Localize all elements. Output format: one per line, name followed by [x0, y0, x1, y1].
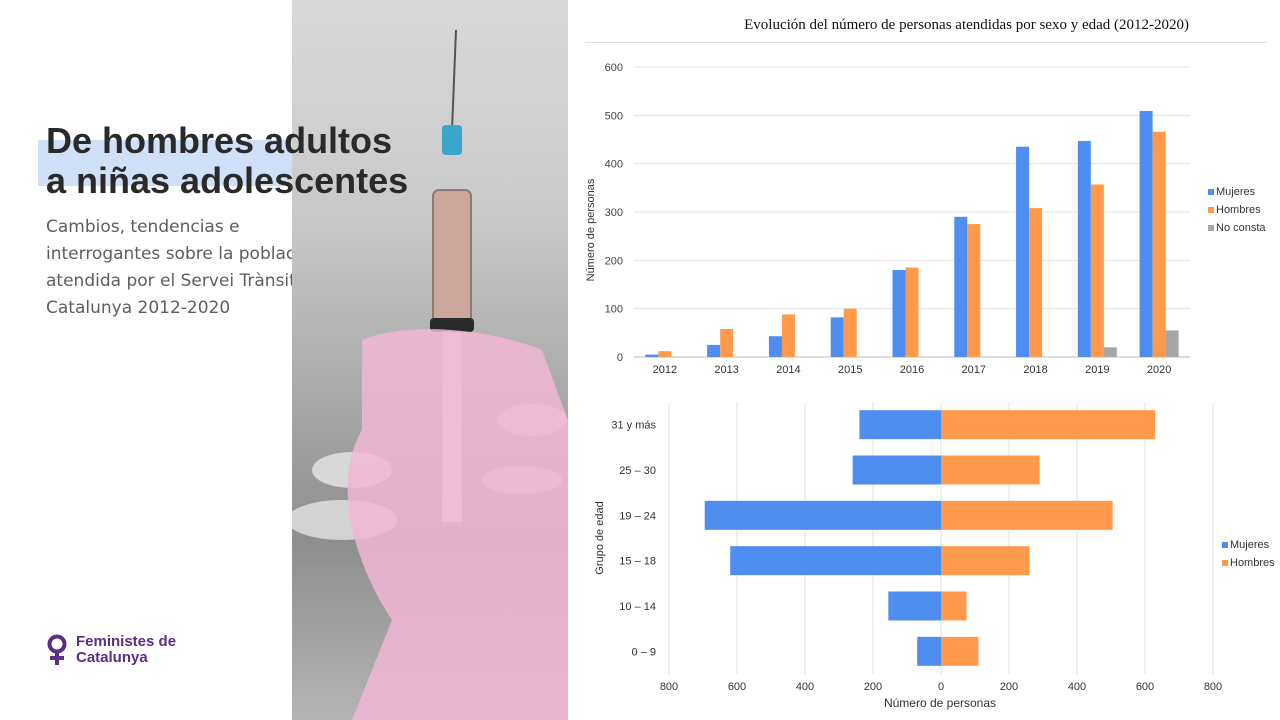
chart1-ytick-label: 0	[617, 352, 623, 364]
chart2-bar-hombres	[941, 500, 1113, 530]
chart2-ytick-label: 0 – 9	[632, 646, 656, 658]
chart1-ytick-label: 400	[605, 159, 623, 171]
chart2-xtick-label: 600	[1136, 681, 1154, 693]
chart1-bar-hombres	[1152, 131, 1166, 357]
chart2-bar-mujeres	[730, 546, 941, 576]
chart1-bar-hombres	[1090, 184, 1104, 357]
chart1-ytick-label: 300	[605, 207, 623, 219]
chart1-legend-swatch	[1208, 225, 1214, 231]
slide-title: De hombres adultos a niñas adolescentes	[46, 121, 466, 201]
chart1-bar-mujeres	[892, 270, 906, 357]
chart1-xtick-label: 2015	[838, 364, 862, 376]
chart2-xtick-label: 600	[728, 681, 746, 693]
chart2-bar-hombres	[941, 546, 1030, 576]
slide-title-line1: De hombres adultos	[46, 120, 393, 161]
slide-title-line2: a niñas adolescentes	[46, 160, 409, 201]
chart1-xtick-label: 2014	[776, 364, 800, 376]
chart2-ytick-label: 25 – 30	[619, 465, 656, 477]
chart2-legend-label: Hombres	[1230, 557, 1275, 569]
chart2-legend-swatch	[1222, 560, 1228, 566]
syringe-photo	[292, 0, 568, 720]
chart1-xtick-label: 2012	[653, 364, 677, 376]
chart2-xtick-label: 200	[864, 681, 882, 693]
chart1-bar-no-consta	[1103, 347, 1117, 357]
chart2-bar-hombres	[941, 591, 967, 621]
chart2-ytick-label: 15 – 18	[619, 556, 656, 568]
chart2-ytick-label: 19 – 24	[619, 510, 656, 522]
chart1-ytick-label: 600	[605, 62, 623, 74]
logo-line2: Catalunya	[76, 649, 148, 666]
chart1-bar-mujeres	[830, 317, 844, 357]
chart2-bar-hombres	[941, 455, 1040, 485]
chart2-xtick-label: 400	[796, 681, 814, 693]
chart2-bar-mujeres	[704, 500, 941, 530]
logo-line1: Feministes de	[76, 633, 177, 650]
chart2-bar-hombres	[941, 410, 1156, 440]
chart1-ytick-label: 200	[605, 255, 623, 267]
chart1-bar-mujeres	[768, 336, 782, 357]
chart1-xtick-label: 2016	[900, 364, 924, 376]
chart2-ytick-label: 31 y más	[611, 420, 656, 432]
chart1-bar-mujeres	[1077, 140, 1091, 357]
chart2-legend-swatch	[1222, 542, 1228, 548]
chart1-ytick-label: 100	[605, 304, 623, 316]
chart-title: Evolución del número de personas atendid…	[744, 17, 1189, 33]
chart1-bar-no-consta	[1165, 330, 1179, 357]
chart1-legend-label: Hombres	[1216, 204, 1261, 216]
chart2-ytick-label: 10 – 14	[619, 601, 656, 613]
title-divider	[585, 42, 1267, 43]
chart2-bar-hombres	[941, 636, 979, 666]
chart2-bar-mujeres	[917, 636, 941, 666]
chart2-xtick-label: 800	[1204, 681, 1222, 693]
chart2-legend-label: Mujeres	[1230, 539, 1270, 551]
chart1-bar-hombres	[781, 314, 795, 357]
chart1-xtick-label: 2019	[1085, 364, 1109, 376]
chart2-xtick-label: 200	[1000, 681, 1018, 693]
chart1-bar-hombres	[967, 224, 981, 357]
chart2-xtick-label: 800	[660, 681, 678, 693]
feministes-logo: Feministes de Catalunya	[46, 634, 176, 666]
chart1-legend-swatch	[1208, 189, 1214, 195]
chart2-bar-mujeres	[859, 410, 941, 440]
chart1-bar-mujeres	[1016, 146, 1030, 357]
chart1-ytick-label: 500	[605, 110, 623, 122]
female-symbol-icon	[47, 634, 67, 665]
chart1-y-axis-title: Número de personas	[585, 178, 597, 281]
chart2-xtick-label: 400	[1068, 681, 1086, 693]
chart1-legend-label: Mujeres	[1216, 186, 1256, 198]
slide-subtitle: Cambios, tendencias e interrogantes sobr…	[46, 217, 323, 318]
chart2-xtick-label: 0	[938, 681, 944, 693]
chart2-y-axis-title: Grupo de edad	[594, 501, 606, 574]
syringe-photo-illustration	[292, 29, 568, 720]
chart1-bar-hombres	[843, 308, 857, 357]
chart1-legend-label: No consta	[1216, 222, 1266, 234]
chart1-bar-mujeres	[707, 344, 721, 357]
chart1-bar-hombres	[1029, 208, 1043, 357]
chart1-bar-hombres	[720, 328, 734, 357]
chart1-bar-hombres	[658, 351, 672, 357]
chart1-xtick-label: 2020	[1147, 364, 1171, 376]
chart2-bar-mujeres	[888, 591, 941, 621]
chart1-xtick-label: 2017	[962, 364, 986, 376]
chart2-x-axis-title: Número de personas	[884, 696, 996, 710]
chart1-bar-mujeres	[645, 354, 659, 357]
chart1-xtick-label: 2018	[1023, 364, 1047, 376]
chart2-bar-mujeres	[852, 455, 941, 485]
chart1-bar-mujeres	[1139, 110, 1153, 357]
chart1-xtick-label: 2013	[714, 364, 738, 376]
chart1-bar-mujeres	[954, 216, 968, 357]
chart1-legend-swatch	[1208, 207, 1214, 213]
chart1-bar-hombres	[905, 267, 919, 357]
